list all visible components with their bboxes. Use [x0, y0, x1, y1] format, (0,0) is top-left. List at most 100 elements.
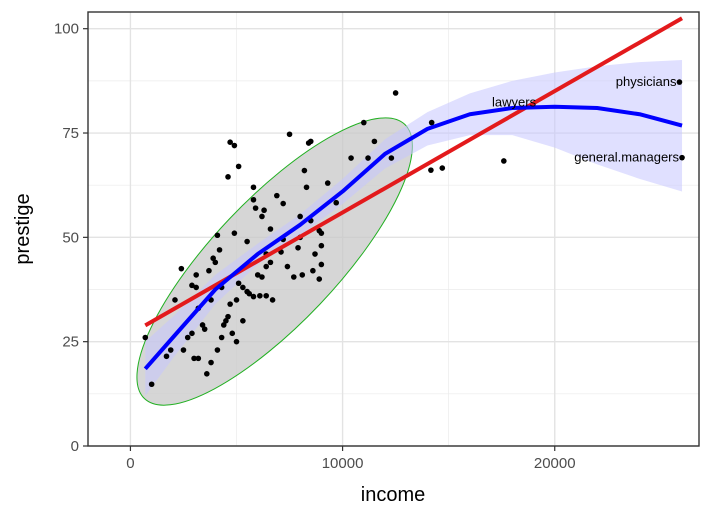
- data-point: [324, 180, 331, 186]
- data-point: [229, 330, 236, 337]
- data-point: [244, 288, 250, 295]
- data-point: [274, 192, 280, 199]
- data-point: [318, 261, 325, 268]
- data-point: [286, 131, 293, 138]
- data-point: [178, 265, 185, 272]
- data-point: [318, 230, 325, 236]
- data-point: [316, 276, 323, 282]
- data-point: [189, 282, 195, 289]
- data-point: [204, 371, 210, 377]
- data-point: [263, 263, 270, 270]
- data-point: [250, 196, 257, 203]
- data-point: [191, 355, 197, 362]
- data-point: [193, 272, 199, 278]
- x-axis-title: income: [361, 484, 425, 506]
- data-point: [223, 318, 229, 324]
- point-labels-layer: physicians lawyers general.managers: [492, 74, 679, 165]
- fit-lines-layer: [143, 16, 684, 371]
- data-point: [333, 199, 340, 206]
- point-label: general.managers: [574, 150, 679, 165]
- smooth-fit-line: [143, 104, 683, 371]
- data-point: [263, 292, 270, 299]
- data-point: [501, 158, 507, 164]
- data-point: [148, 381, 155, 388]
- data-point: [267, 226, 274, 232]
- data-point: [201, 326, 208, 332]
- data-point: [365, 155, 371, 161]
- data-point: [254, 272, 261, 278]
- data-point: [142, 334, 149, 341]
- data-point: [193, 284, 199, 291]
- data-point: [206, 267, 212, 274]
- data-point: [348, 155, 354, 161]
- data-point: [428, 119, 435, 126]
- data-point: [299, 272, 306, 278]
- data-point: [676, 79, 683, 85]
- data-point: [269, 297, 276, 303]
- data-point: [301, 167, 308, 174]
- panel-border: [87, 11, 700, 447]
- y-tick-label: 100: [54, 21, 79, 38]
- data-point: [259, 274, 265, 280]
- data-point: [220, 322, 227, 328]
- points-layer: [142, 79, 685, 388]
- data-point: [360, 119, 367, 126]
- point-label: lawyers: [492, 95, 537, 110]
- data-point: [679, 154, 685, 161]
- data-point: [312, 251, 318, 257]
- data-point: [257, 292, 263, 299]
- data-point: [250, 184, 257, 191]
- data-point: [231, 230, 238, 236]
- y-tick-label: 0: [71, 438, 79, 455]
- data-point: [233, 338, 240, 345]
- data-point: [208, 359, 214, 366]
- data-point: [318, 242, 325, 249]
- data-point: [392, 90, 399, 96]
- data-point: [227, 139, 233, 145]
- data-point: [250, 293, 257, 300]
- data-point: [172, 297, 178, 303]
- data-point: [214, 232, 221, 239]
- smooth-confidence-band: [145, 59, 683, 396]
- data-point: [303, 184, 310, 191]
- data-point: [218, 334, 225, 341]
- x-tick-label: 10000: [322, 455, 364, 472]
- data-point: [225, 174, 231, 180]
- data-point: [244, 238, 250, 245]
- data-point: [184, 334, 191, 341]
- data-point: [280, 200, 286, 207]
- data-point: [227, 301, 233, 307]
- x-tick-label: 20000: [534, 455, 576, 472]
- data-point: [240, 318, 246, 324]
- data-point: [439, 165, 446, 171]
- y-axis-title: prestige: [12, 193, 34, 264]
- data-point: [388, 155, 395, 161]
- data-point: [290, 274, 297, 280]
- data-point: [252, 205, 259, 211]
- y-tick-label: 75: [62, 125, 79, 142]
- data-point: [210, 255, 216, 262]
- data-point: [199, 322, 206, 328]
- data-point: [310, 267, 316, 274]
- data-point: [180, 347, 187, 353]
- data-point: [214, 347, 221, 353]
- ticks-layer: 0 10000 20000 0 25 50 75 100: [54, 21, 576, 472]
- y-tick-label: 25: [62, 334, 79, 351]
- data-point: [428, 167, 434, 173]
- data-point: [297, 213, 303, 220]
- data-point: [259, 213, 265, 220]
- data-point: [371, 138, 378, 145]
- y-tick-label: 50: [62, 229, 79, 246]
- data-point: [235, 280, 242, 287]
- data-point: [261, 207, 267, 214]
- data-point: [212, 259, 219, 266]
- point-label: physicians: [616, 74, 677, 89]
- data-point: [233, 297, 240, 303]
- data-point: [163, 353, 170, 360]
- x-tick-label: 0: [126, 455, 134, 472]
- data-point: [216, 247, 223, 253]
- data-point: [235, 163, 242, 170]
- data-point: [295, 244, 301, 251]
- data-point: [305, 140, 312, 146]
